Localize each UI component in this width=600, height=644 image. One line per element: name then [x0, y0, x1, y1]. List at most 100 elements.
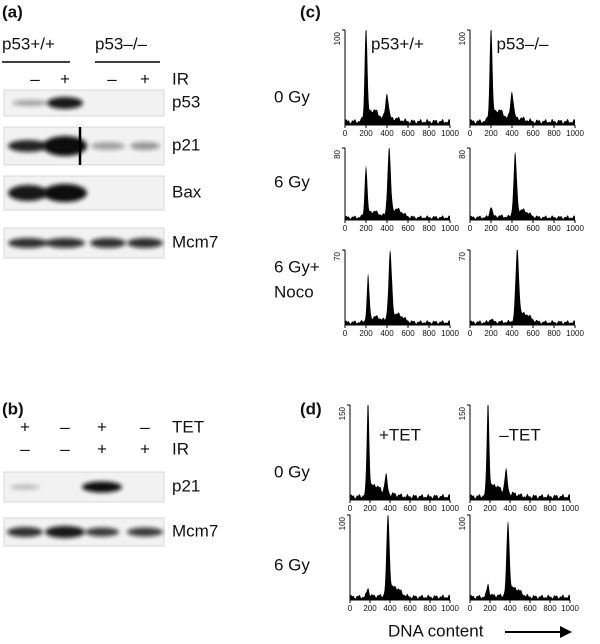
y-tick-label: 80 — [458, 149, 467, 158]
band — [8, 238, 48, 248]
blot-label: p21 — [172, 135, 200, 154]
x-tick-label: 0 — [343, 129, 348, 138]
band — [90, 238, 126, 248]
histogram — [470, 30, 575, 125]
band — [45, 526, 85, 538]
x-tick-label: 1000 — [566, 224, 584, 233]
y-tick-label: 70 — [333, 251, 342, 260]
band — [47, 97, 83, 109]
treatment-label: TET — [172, 417, 204, 436]
blot-label: Mcm7 — [172, 521, 218, 540]
sign: + — [97, 439, 107, 458]
panel-label: (c) — [300, 2, 321, 21]
x-tick-label: 800 — [423, 604, 437, 613]
x-tick-label: 400 — [380, 129, 394, 138]
x-tick-label: 1000 — [561, 604, 579, 613]
y-tick-label: 80 — [333, 149, 342, 158]
row-label: 0 Gy — [274, 462, 310, 481]
x-tick-label: 1000 — [441, 329, 459, 338]
x-tick-label: 600 — [523, 504, 537, 513]
x-tick-label: 800 — [543, 504, 557, 513]
x-tick-label: 400 — [505, 224, 519, 233]
y-tick-label: 150 — [458, 406, 467, 420]
row-label: 6 Gy — [274, 172, 310, 191]
y-tick-label: 70 — [458, 251, 467, 260]
x-tick-label: 600 — [401, 129, 415, 138]
histogram — [350, 515, 450, 600]
genotype-label: p53–/– — [95, 34, 148, 53]
x-tick-label: 800 — [423, 504, 437, 513]
y-tick-label: 150 — [338, 406, 347, 420]
band — [127, 238, 163, 248]
x-tick-label: 200 — [359, 129, 373, 138]
blot-label: p21 — [172, 476, 200, 495]
x-tick-label: 200 — [363, 504, 377, 513]
column-header: +TET — [379, 425, 421, 444]
x-tick-label: 1000 — [561, 504, 579, 513]
blot-label: Bax — [172, 182, 202, 201]
sign: – — [60, 439, 70, 458]
treatment-label: IR — [172, 439, 189, 458]
sign: + — [140, 439, 150, 458]
y-tick-label: 100 — [458, 31, 467, 45]
band — [127, 527, 163, 537]
sign: – — [107, 69, 117, 88]
genotype-label: p53+/+ — [2, 34, 55, 53]
x-tick-label: 0 — [468, 604, 473, 613]
band — [43, 184, 87, 202]
x-tick-label: 1000 — [441, 129, 459, 138]
x-tick-label: 0 — [468, 504, 473, 513]
y-tick-label: 100 — [333, 31, 342, 45]
x-tick-label: 400 — [505, 329, 519, 338]
x-tick-label: 800 — [422, 329, 436, 338]
x-tick-label: 800 — [547, 329, 561, 338]
band — [7, 527, 43, 537]
band — [45, 238, 85, 248]
x-tick-label: 0 — [468, 329, 473, 338]
x-tick-label: 1000 — [441, 224, 459, 233]
x-tick-label: 800 — [547, 129, 561, 138]
x-tick-label: 600 — [403, 504, 417, 513]
x-tick-label: 800 — [543, 604, 557, 613]
sign: + — [60, 69, 70, 88]
y-tick-label: 100 — [458, 516, 467, 530]
column-header: p53–/– — [497, 34, 550, 53]
x-tick-label: 400 — [505, 129, 519, 138]
x-tick-label: 400 — [380, 224, 394, 233]
band — [43, 136, 87, 156]
sign: + — [97, 417, 107, 436]
histogram — [345, 250, 450, 325]
x-tick-label: 400 — [383, 504, 397, 513]
x-tick-label: 0 — [468, 224, 473, 233]
x-tick-label: 1000 — [441, 604, 459, 613]
x-tick-label: 0 — [468, 129, 473, 138]
blot-label: p53 — [172, 92, 200, 111]
sign: + — [20, 417, 30, 436]
band — [91, 142, 125, 150]
x-tick-label: 200 — [359, 224, 373, 233]
x-tick-label: 0 — [343, 329, 348, 338]
x-tick-label: 600 — [401, 224, 415, 233]
histogram — [350, 405, 450, 500]
sign: – — [20, 439, 30, 458]
x-tick-label: 200 — [484, 129, 498, 138]
x-tick-label: 600 — [401, 329, 415, 338]
x-tick-label: 600 — [526, 224, 540, 233]
sign: – — [140, 417, 150, 436]
axis-title: DNA content — [388, 621, 484, 640]
x-tick-label: 1000 — [566, 329, 584, 338]
sign: – — [30, 69, 40, 88]
panel-label: (a) — [2, 2, 23, 21]
panel-label: (d) — [300, 399, 322, 418]
x-tick-label: 200 — [484, 329, 498, 338]
band — [85, 527, 119, 537]
histogram — [470, 520, 570, 600]
x-tick-label: 400 — [503, 504, 517, 513]
x-tick-label: 600 — [526, 329, 540, 338]
x-tick-label: 200 — [363, 604, 377, 613]
x-tick-label: 800 — [547, 224, 561, 233]
band — [130, 142, 160, 150]
histogram — [470, 250, 575, 325]
histogram — [470, 151, 575, 220]
x-tick-label: 600 — [526, 129, 540, 138]
